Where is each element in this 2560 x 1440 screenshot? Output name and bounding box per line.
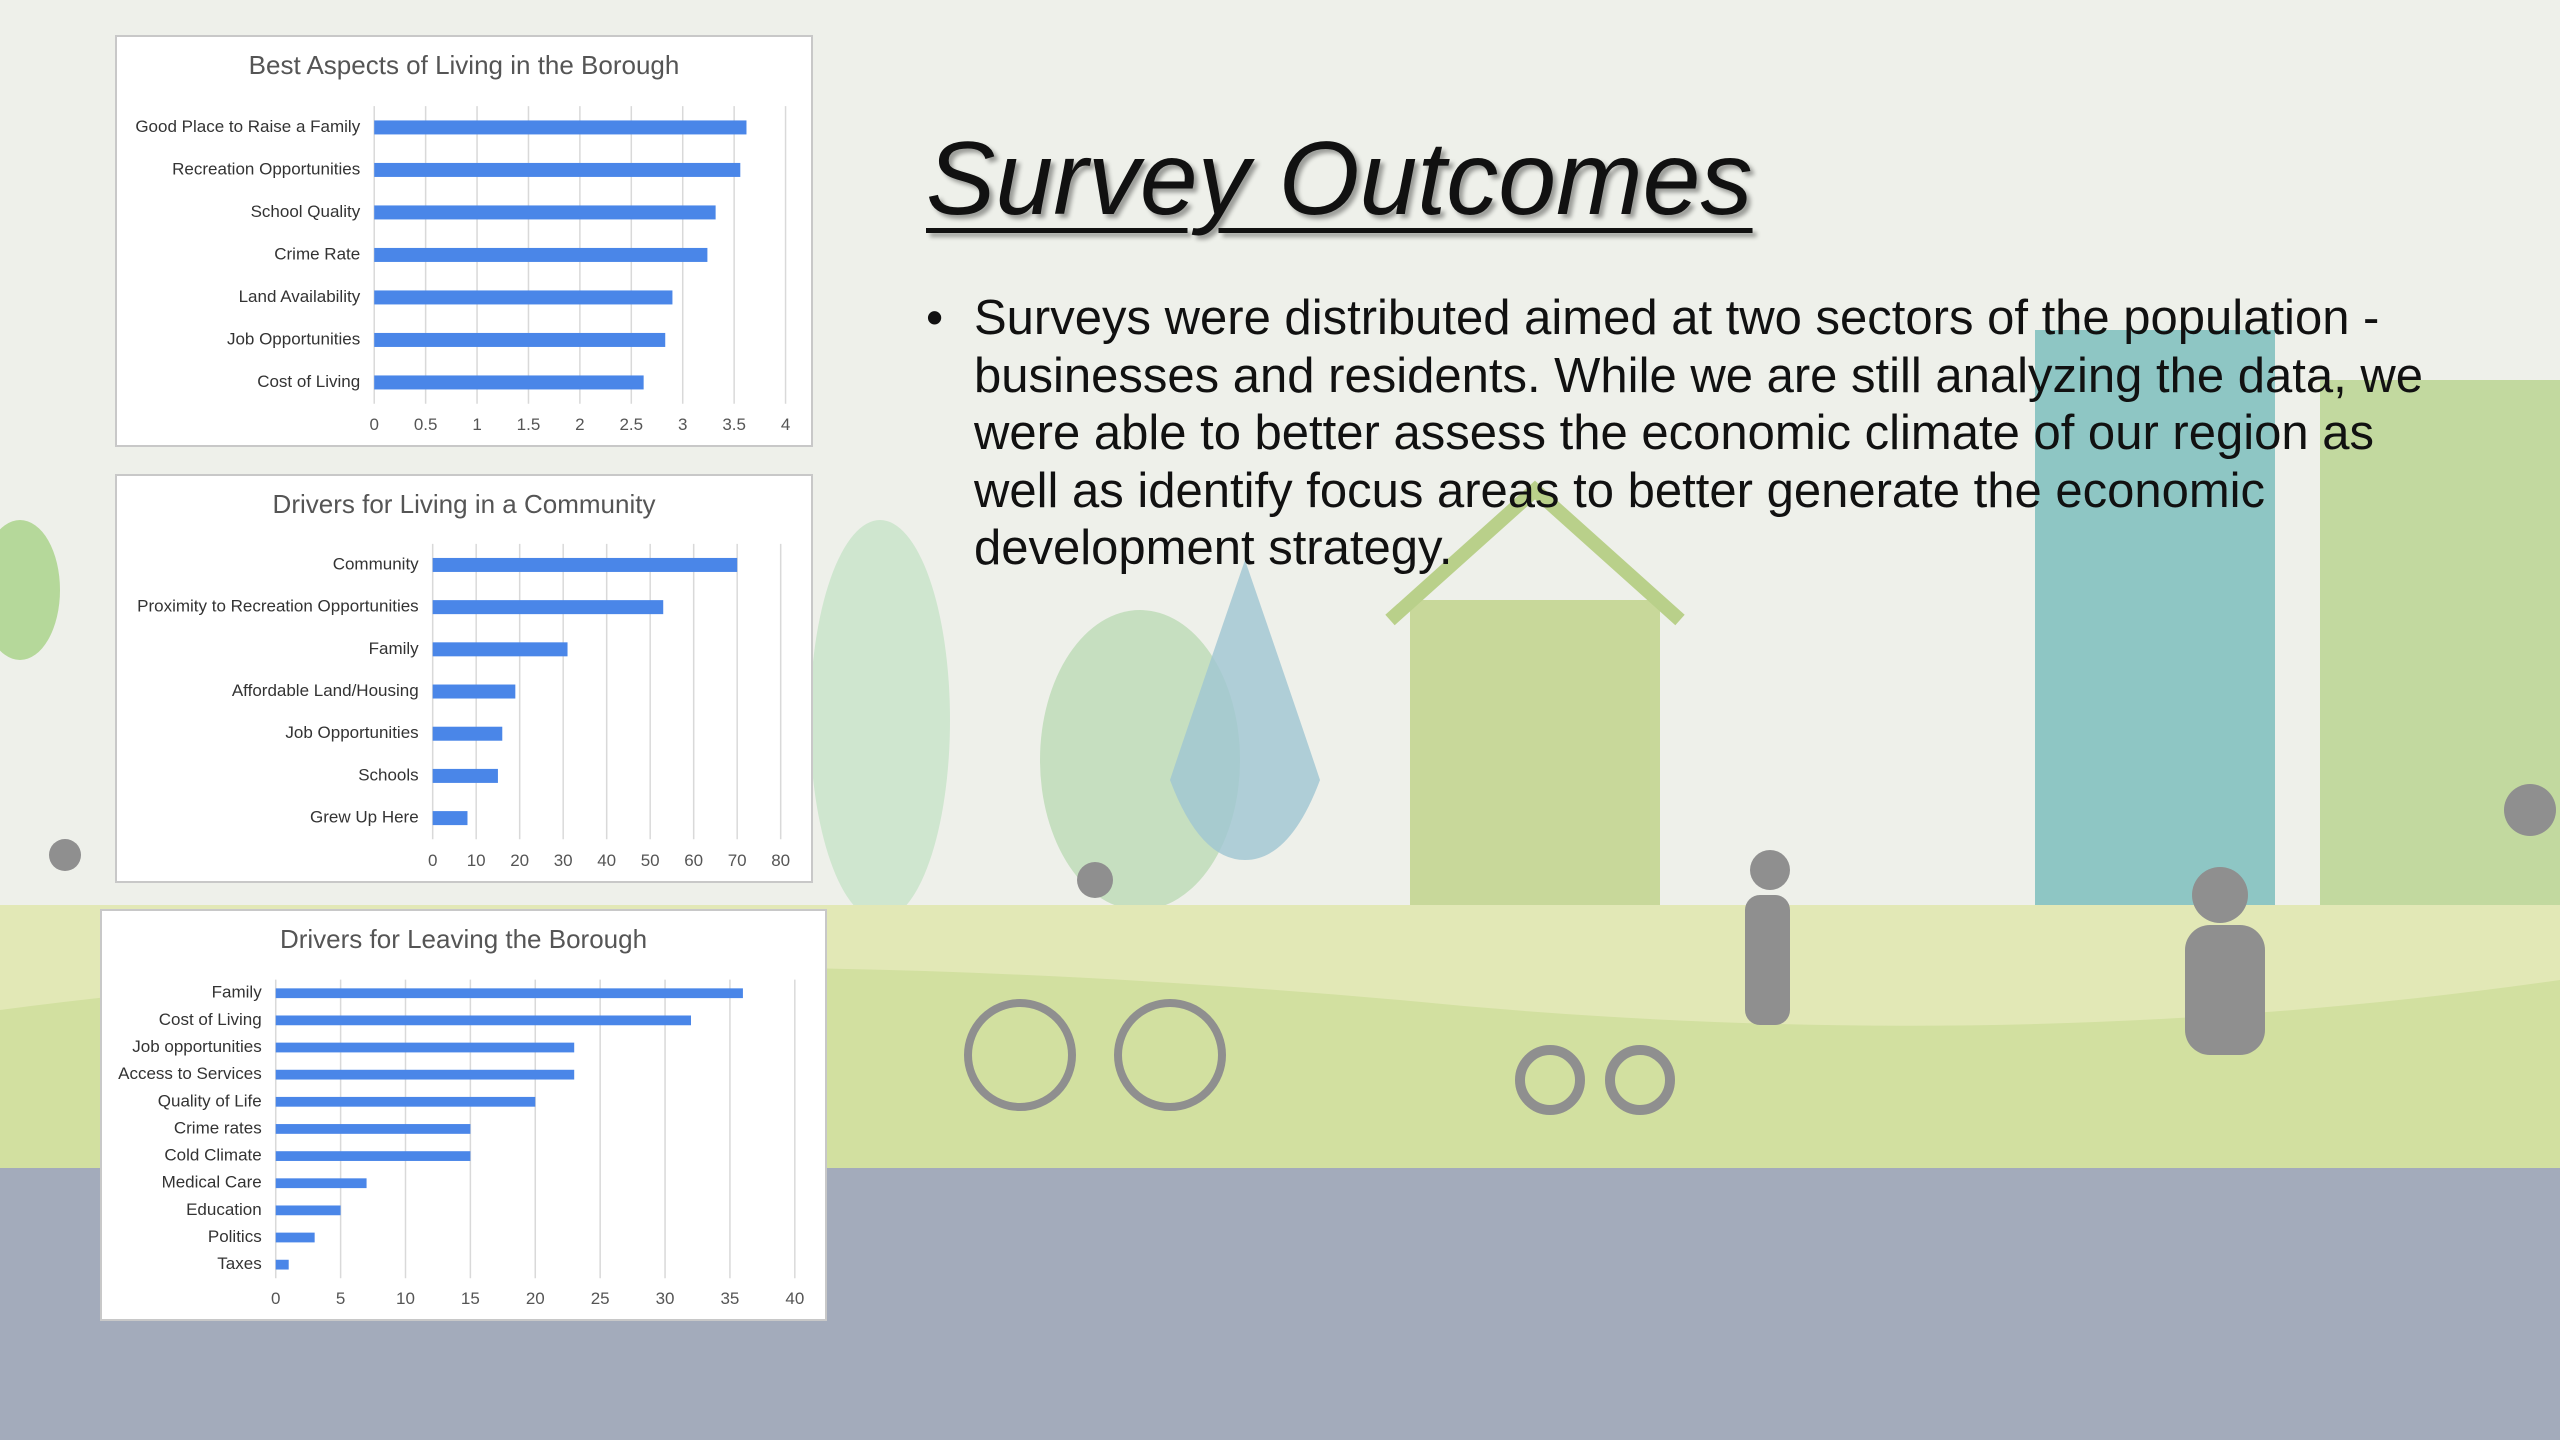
bullet: Surveys were distributed aimed at two se… [974,290,2434,578]
bar [275,1232,315,1243]
x-tick-label: 10 [396,1289,415,1308]
x-tick-label: 0 [369,415,378,434]
x-tick-label: 15 [461,1289,480,1308]
chart: Best Aspects of Living in the Borough 0 0.… [115,35,813,447]
tree [1040,610,1240,910]
bar [275,1042,575,1053]
y-tick-label: Crime rates [174,1118,262,1137]
tree [1170,560,1320,860]
x-tick-label: 30 [554,851,573,870]
y-tick-label: Politics [208,1227,262,1246]
y-tick-label: Job opportunities [132,1037,261,1056]
y-tick-label: Affordable Land/Housing [232,681,419,700]
x-tick-label: 10 [467,851,486,870]
x-tick-label: 1 [472,415,481,434]
x-tick-label: 20 [510,851,529,870]
x-tick-label: 3 [678,415,687,434]
x-tick-label: 0 [428,851,437,870]
bar [432,642,568,657]
y-tick-label: Education [186,1200,262,1219]
x-tick-label: 1.5 [517,415,541,434]
chart: Drivers for Living in a Community 0 10 20 30… [115,474,813,883]
x-tick-label: 5 [336,1289,345,1308]
y-tick-label: Community [333,554,419,573]
y-tick-label: Recreation Opportunities [172,159,360,178]
x-tick-label: 2 [575,415,584,434]
tree [0,520,60,660]
x-tick-label: 20 [526,1289,545,1308]
bar [374,120,747,135]
x-tick-label: 70 [728,851,747,870]
y-tick-label: Cost of Living [257,372,360,391]
y-tick-label: Job Opportunities [227,329,360,348]
bar [275,1069,575,1080]
bar [275,1151,471,1161]
y-tick-label: Proximity to Recreation Opportunities [137,597,419,616]
x-tick-label: 25 [591,1289,610,1308]
x-tick-label: 3.5 [722,415,746,434]
bar [374,332,666,347]
bar [432,726,503,741]
x-tick-label: 4 [781,415,790,434]
bar [275,1259,289,1270]
x-tick-label: 40 [597,851,616,870]
bar [432,600,664,615]
y-tick-label: Grew Up Here [310,808,419,827]
y-tick-label: Land Availability [239,287,361,306]
y-tick-label: Crime Rate [274,244,360,263]
x-tick-label: 35 [720,1289,739,1308]
y-tick-label: Access to Services [118,1064,262,1083]
x-tick-label: 0.5 [414,415,438,434]
y-tick-label: Schools [358,765,418,784]
bar [374,375,644,390]
bar [275,988,743,999]
chart-frame [100,909,827,1321]
bar [432,811,468,826]
bar [374,290,673,305]
x-tick-label: 40 [785,1289,804,1308]
bar [374,247,708,262]
chart-title: Drivers for Leaving the Borough [280,924,647,954]
x-tick-label: 50 [641,851,660,870]
bar [432,684,516,699]
y-tick-label: School Quality [251,202,361,221]
y-tick-label: Quality of Life [158,1091,262,1110]
y-tick-label: Cost of Living [159,1010,262,1029]
y-tick-label: Job Opportunities [285,723,418,742]
chart-title: Drivers for Living in a Community [273,489,656,519]
bullet-list: Surveys were distributed aimed at two se… [926,290,2434,578]
building [1410,600,1660,920]
y-tick-label: Taxes [217,1254,261,1273]
bar [275,1096,536,1107]
bar [275,1205,341,1216]
bar [275,1124,471,1134]
chart: Drivers for Leaving the Borough 0 5 10 15 20 2… [100,909,827,1321]
bar [432,768,498,783]
bar [374,162,741,177]
chart-title: Best Aspects of Living in the Borough [249,50,680,80]
x-tick-label: 0 [271,1289,280,1308]
x-tick-label: 80 [771,851,790,870]
y-tick-label: Medical Care [162,1173,262,1192]
bar [275,1015,692,1026]
tree [810,520,950,920]
bar [275,1178,367,1189]
bar [432,557,738,572]
x-tick-label: 30 [656,1289,675,1308]
x-tick-label: 2.5 [619,415,643,434]
y-tick-label: Family [212,983,263,1002]
y-tick-label: Family [369,639,420,658]
y-tick-label: Cold Climate [164,1146,261,1165]
x-tick-label: 60 [684,851,703,870]
people [49,784,2556,1115]
slide-title: Survey Outcomes [926,121,1753,237]
y-tick-label: Good Place to Raise a Family [135,117,360,136]
bar [374,205,716,220]
